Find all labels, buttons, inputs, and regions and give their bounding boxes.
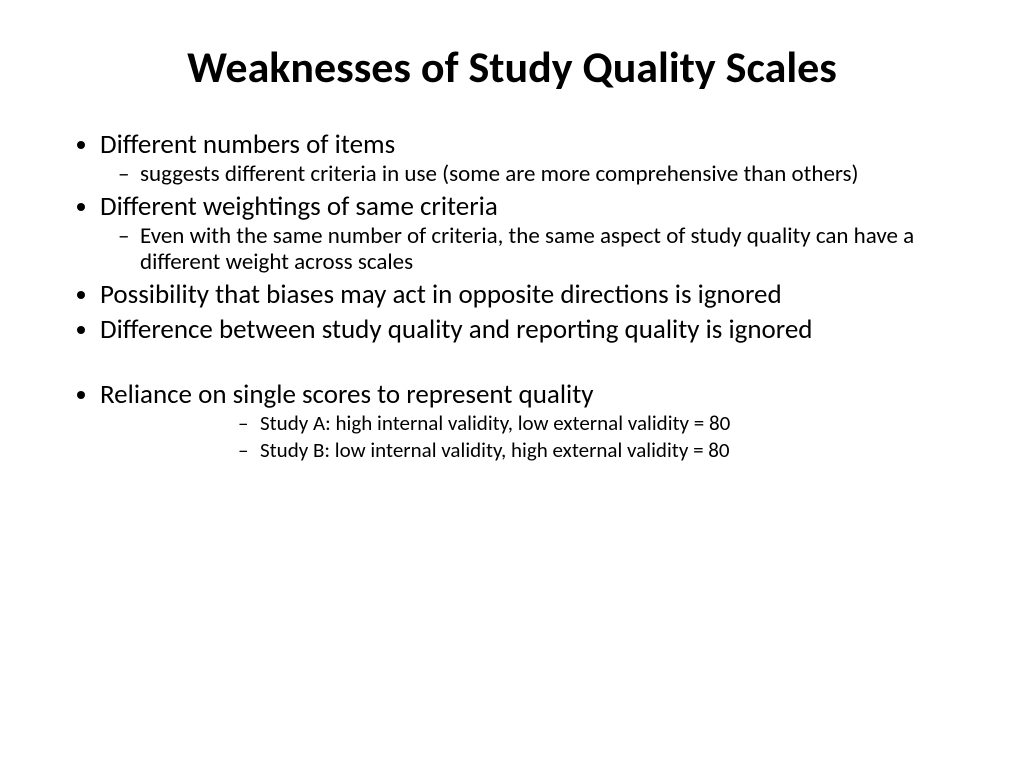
sub-bullet-item: suggests different criteria in use (some… xyxy=(140,162,964,187)
sub-bullet-item: Even with the same number of criteria, t… xyxy=(140,224,964,275)
sub-bullet-list: suggests different criteria in use (some… xyxy=(100,162,964,187)
bullet-text: Reliance on single scores to represent q… xyxy=(100,378,593,411)
slide-title: Weaknesses of Study Quality Scales xyxy=(60,40,964,94)
bullet-text: Difference between study quality and rep… xyxy=(100,313,812,346)
bullet-item: Reliance on single scores to represent q… xyxy=(100,379,964,462)
bullet-item: Difference between study quality and rep… xyxy=(100,314,964,345)
sub-bullet-item: Study B: low internal validity, high ext… xyxy=(260,439,964,462)
bullet-text: Possibility that biases may act in oppos… xyxy=(100,278,782,311)
bullet-list: Reliance on single scores to represent q… xyxy=(60,379,964,462)
bullet-item: Possibility that biases may act in oppos… xyxy=(100,279,964,310)
bullet-list: Different numbers of items suggests diff… xyxy=(60,129,964,345)
bullet-text: Different numbers of items xyxy=(100,128,395,161)
bullet-item: Different weightings of same criteria Ev… xyxy=(100,191,964,275)
spacer xyxy=(60,349,964,379)
bullet-text: Different weightings of same criteria xyxy=(100,190,498,223)
bullet-item: Different numbers of items suggests diff… xyxy=(100,129,964,187)
sub-bullet-list-indented: Study A: high internal validity, low ext… xyxy=(100,412,964,462)
sub-bullet-list: Even with the same number of criteria, t… xyxy=(100,224,964,275)
sub-bullet-item: Study A: high internal validity, low ext… xyxy=(260,412,964,435)
slide-content: Different numbers of items suggests diff… xyxy=(60,129,964,462)
